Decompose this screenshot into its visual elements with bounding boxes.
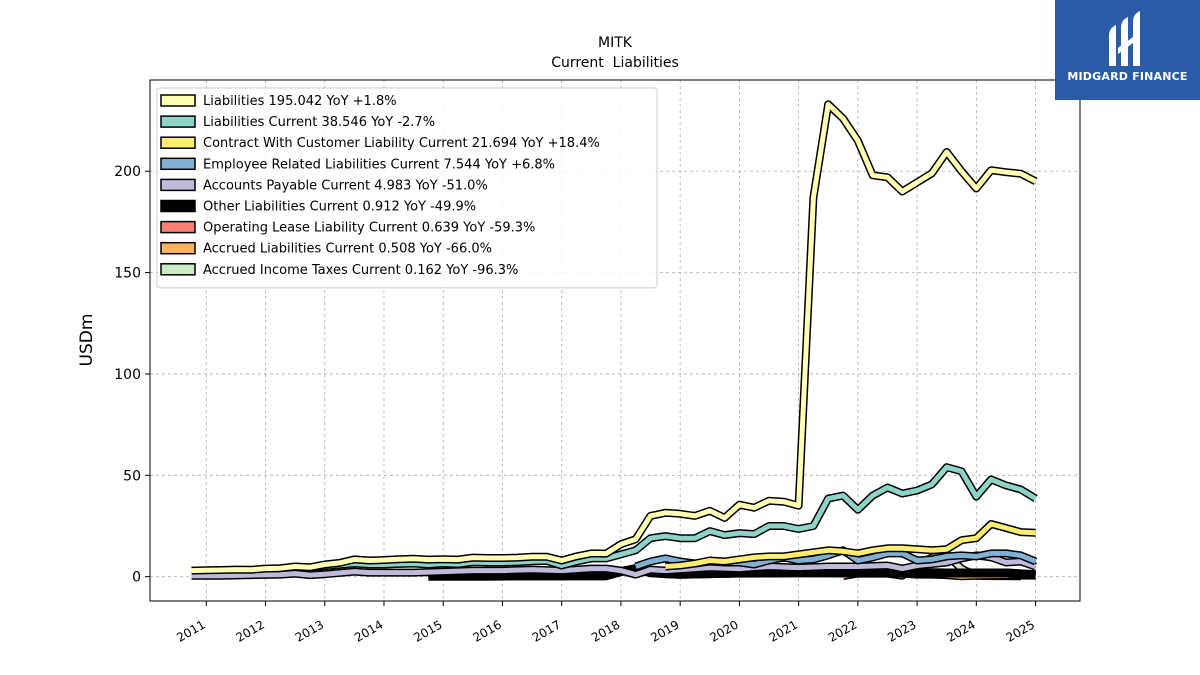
series-line — [665, 521, 1036, 569]
legend-box — [156, 87, 658, 289]
y-tick-label: 0 — [132, 570, 141, 586]
legend-swatch — [160, 199, 196, 213]
x-tick-label: 2015 — [411, 617, 444, 644]
x-tick-label: 2018 — [589, 617, 622, 644]
legend-swatch — [160, 136, 196, 149]
x-tick-label: 2019 — [648, 617, 681, 644]
plot-frame — [149, 79, 1081, 602]
x-tick-label: 2025 — [1004, 617, 1037, 644]
x-tick-label: 2021 — [767, 617, 800, 644]
chart-subtitle: Current Liabilities — [551, 55, 679, 71]
series-other-liabilities-current — [428, 564, 1036, 581]
legend-label: Liabilities Current 38.546 YoY -2.7% — [203, 115, 435, 130]
x-tick-label: 2023 — [885, 617, 918, 644]
legend-swatch — [160, 157, 196, 171]
legend-label: Accrued Liabilities Current 0.508 YoY -6… — [203, 242, 492, 257]
y-tick-label: 50 — [123, 468, 141, 484]
x-tick-label: 2024 — [944, 617, 977, 644]
x-tick-label: 2014 — [352, 617, 385, 644]
series-liabilities — [191, 100, 1038, 575]
x-tick-label: 2016 — [470, 617, 503, 644]
legend: Liabilities 195.042 YoY +1.8% Liabilities… — [156, 87, 658, 289]
legend-label: Operating Lease Liability Current 0.639 … — [203, 221, 535, 236]
x-tick-label: 2013 — [293, 617, 326, 644]
brand-name: MIDGARD FINANCE — [1067, 70, 1188, 83]
legend-label: Contract With Customer Liability Current… — [203, 136, 600, 151]
x-tick-label: 2012 — [234, 617, 267, 644]
legend-swatch — [160, 115, 196, 128]
brand-logo: MIDGARD FINANCE — [1055, 0, 1200, 100]
midgard-logo-icon — [1109, 11, 1140, 66]
series-line — [191, 101, 1037, 574]
legend-label: Liabilities 195.042 YoY +1.8% — [203, 94, 397, 109]
series-layer — [191, 100, 1038, 581]
series-line — [309, 464, 1037, 571]
x-tick-label: 2022 — [826, 617, 859, 644]
legend-swatch — [160, 220, 196, 234]
series-liabilities-current — [309, 463, 1038, 572]
legend-label: Accounts Payable Current 4.983 YoY -51.0… — [203, 178, 488, 193]
legend-label: Other Liabilities Current 0.912 YoY -49.… — [203, 200, 476, 215]
legend-swatch — [160, 178, 196, 192]
series-line — [191, 552, 1037, 579]
y-tick-label: 150 — [114, 266, 141, 282]
legend-label: Accrued Income Taxes Current 0.162 YoY -… — [203, 263, 518, 278]
y-tick-label: 200 — [114, 164, 141, 180]
series-accounts-payable-current — [191, 551, 1037, 580]
legend-label: Employee Related Liabilities Current 7.5… — [203, 157, 555, 172]
legend-swatch — [160, 241, 196, 255]
x-tick-label: 2020 — [707, 617, 740, 644]
x-tick-label: 2011 — [174, 617, 207, 644]
y-axis-label: USDm — [77, 314, 97, 367]
chart-title: MITK — [598, 35, 633, 51]
y-tick-label: 100 — [114, 367, 141, 383]
x-tick-label: 2017 — [530, 617, 563, 644]
series-line — [428, 564, 1036, 581]
legend-swatch — [160, 263, 196, 276]
legend-swatch — [160, 94, 196, 107]
series-contract-with-customer-liability-current — [665, 520, 1036, 571]
